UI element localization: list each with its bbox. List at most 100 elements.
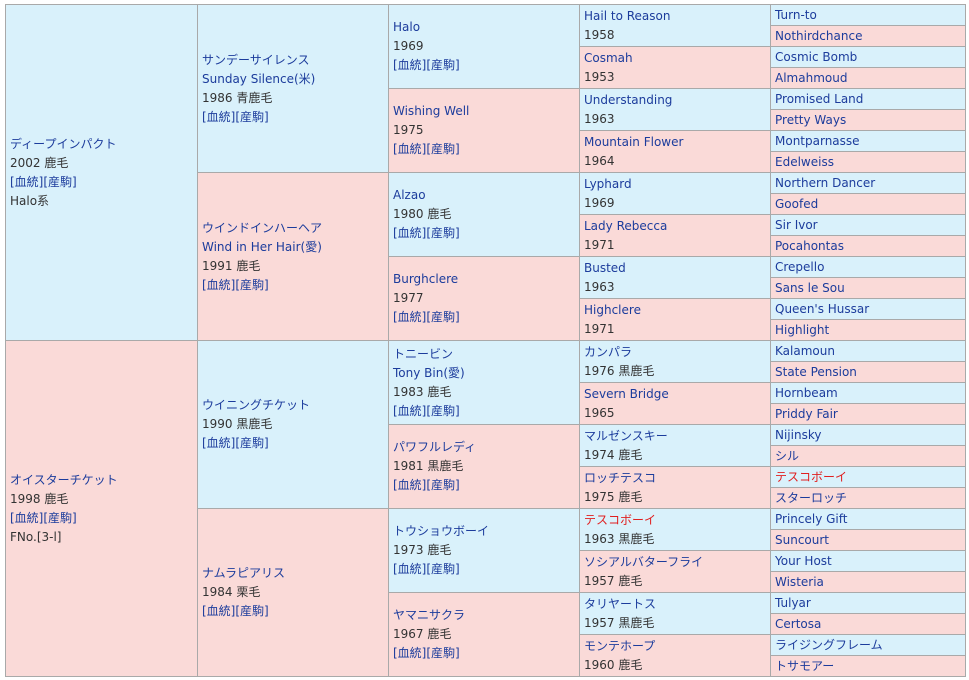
horse-name-link[interactable]: タリヤートス — [584, 596, 657, 611]
horse-name-link[interactable]: Highclere — [584, 302, 641, 317]
farm-link[interactable]: [産駒] — [43, 510, 77, 525]
horse-name-link[interactable]: Cosmic Bomb — [775, 49, 858, 64]
horse-name-link[interactable]: Crepello — [775, 259, 825, 274]
horse-name-link[interactable]: Wishing Well — [393, 104, 470, 118]
farm-link[interactable]: [産駒] — [235, 436, 269, 450]
horse-name-link[interactable]: Almahmoud — [775, 70, 848, 85]
horse-name-link[interactable]: Montparnasse — [775, 133, 860, 148]
horse-name-link[interactable]: オイスターチケット — [10, 472, 118, 487]
horse-name-link[interactable]: Certosa — [775, 616, 822, 631]
blood-link[interactable]: [血統] — [393, 646, 427, 660]
horse-name-link[interactable]: Tulyar — [775, 595, 811, 610]
horse-name-link[interactable]: ディープインパクト — [10, 136, 117, 151]
horse-name-link[interactable]: Burghclere — [393, 272, 459, 286]
horse-name-link[interactable]: ソシアルバターフライ — [584, 554, 704, 569]
horse-name-link[interactable]: Edelweiss — [775, 154, 834, 169]
horse-name-link[interactable]: Goofed — [775, 196, 819, 211]
horse-name-link[interactable]: Sir Ivor — [775, 217, 818, 232]
horse-name-link[interactable]: Understanding — [584, 92, 673, 107]
blood-link[interactable]: [血統] — [393, 142, 427, 156]
horse-name-link[interactable]: テスコボーイ — [775, 469, 848, 484]
g5-cell: Queen's Hussar — [770, 298, 966, 320]
horse-name-link[interactable]: パワフルレディ — [393, 440, 477, 454]
horse-name-link[interactable]: Priddy Fair — [775, 406, 838, 421]
horse-name-link[interactable]: カンパラ — [584, 344, 633, 359]
horse-name-link[interactable]: Cosmah — [584, 50, 633, 65]
horse-name-link[interactable]: Hornbeam — [775, 385, 838, 400]
horse-name-link[interactable]: Pocahontas — [775, 238, 844, 253]
farm-link[interactable]: [産駒] — [426, 310, 460, 324]
horse-name-link[interactable]: テスコボーイ — [584, 512, 657, 527]
horse-name-link[interactable]: Sans le Sou — [775, 280, 845, 295]
farm-link[interactable]: [産駒] — [426, 58, 460, 72]
blood-link[interactable]: [血統] — [393, 310, 427, 324]
horse-name-link[interactable]: Lyphard — [584, 176, 632, 191]
horse-name-link[interactable]: Pretty Ways — [775, 112, 847, 127]
horse-name-link[interactable]: Busted — [584, 260, 626, 275]
horse-name-link[interactable]: トニービン — [393, 346, 454, 361]
blood-link[interactable]: [血統] — [393, 58, 427, 72]
horse-name-link[interactable]: サンデーサイレンス — [202, 52, 310, 67]
farm-link[interactable]: [産駒] — [426, 226, 460, 240]
horse-name-link[interactable]: Highlight — [775, 322, 830, 337]
horse-name-link[interactable]: Severn Bridge — [584, 386, 669, 401]
blood-link[interactable]: [血統] — [202, 436, 236, 450]
farm-link[interactable]: [産駒] — [235, 604, 269, 618]
horse-name-link[interactable]: ライジングフレーム — [775, 637, 883, 652]
horse-name-link[interactable]: Promised Land — [775, 91, 864, 106]
horse-name-link[interactable]: Your Host — [775, 553, 832, 568]
g1-links: [血統][産駒] — [10, 173, 197, 192]
farm-link[interactable]: [産駒] — [235, 277, 269, 292]
horse-name-link[interactable]: マルゼンスキー — [584, 428, 668, 443]
horse-name-link[interactable]: Nothirdchance — [775, 28, 863, 43]
blood-link[interactable]: [血統] — [393, 226, 427, 240]
blood-link[interactable]: [血統] — [202, 604, 236, 618]
horse-name-link[interactable]: Hail to Reason — [584, 8, 671, 23]
horse-name-link[interactable]: Lady Rebecca — [584, 218, 668, 233]
horse-name-link[interactable]: Halo — [393, 20, 421, 34]
horse-name-link[interactable]: State Pension — [775, 364, 857, 379]
horse-name-link[interactable]: Suncourt — [775, 532, 830, 547]
horse-name-link[interactable]: Wisteria — [775, 574, 824, 589]
horse-name-link[interactable]: ナムラピアリス — [202, 566, 286, 580]
horse-name-link[interactable]: Mountain Flower — [584, 134, 684, 149]
g4-cell: Highclere 1971 — [579, 298, 771, 341]
blood-link[interactable]: [血統] — [393, 403, 427, 418]
horse-name-link[interactable]: Princely Gift — [775, 511, 848, 526]
birth-info: 1963 — [584, 279, 615, 294]
blood-link[interactable]: [血統] — [10, 510, 44, 525]
horse-en-name[interactable]: Wind in Her Hair(愛) — [202, 239, 322, 254]
farm-link[interactable]: [産駒] — [426, 403, 460, 418]
horse-name-link[interactable]: Kalamoun — [775, 343, 835, 358]
farm-link[interactable]: [産駒] — [235, 109, 269, 124]
horse-name-link[interactable]: ウイニングチケット — [202, 398, 311, 412]
horse-name-link[interactable]: ヤマニサクラ — [393, 608, 466, 622]
horse-name-link[interactable]: Nijinsky — [775, 427, 822, 442]
g2-links: [血統][産駒] — [202, 602, 388, 621]
blood-link[interactable]: [血統] — [10, 174, 44, 189]
blood-link[interactable]: [血統] — [202, 277, 236, 292]
g3-cell: Alzao 1980 鹿毛 [血統][産駒] — [388, 172, 580, 257]
horse-name-link[interactable]: トサモアー — [775, 658, 835, 673]
farm-link[interactable]: [産駒] — [426, 478, 460, 492]
g4-cell: テスコボーイ 1963 黒鹿毛 — [579, 508, 771, 551]
horse-name-link[interactable]: シル — [775, 448, 800, 463]
blood-link[interactable]: [血統] — [393, 562, 427, 576]
horse-name-link[interactable]: Queen's Hussar — [775, 301, 870, 316]
horse-name-link[interactable]: モンテホープ — [584, 638, 656, 653]
horse-name-link[interactable]: スターロッチ — [775, 490, 848, 505]
farm-link[interactable]: [産駒] — [426, 142, 460, 156]
blood-link[interactable]: [血統] — [393, 478, 427, 492]
horse-en-name[interactable]: Tony Bin(愛) — [393, 365, 465, 380]
horse-name-link[interactable]: Northern Dancer — [775, 175, 876, 190]
horse-name-link[interactable]: トウショウボーイ — [393, 524, 490, 538]
farm-link[interactable]: [産駒] — [43, 174, 77, 189]
horse-name-link[interactable]: Turn-to — [775, 7, 817, 22]
horse-name-link[interactable]: ウインドインハーヘア — [202, 220, 323, 235]
farm-link[interactable]: [産駒] — [426, 562, 460, 576]
horse-name-link[interactable]: Alzao — [393, 188, 426, 202]
farm-link[interactable]: [産駒] — [426, 646, 460, 660]
horse-name-link[interactable]: ロッチテスコ — [584, 470, 657, 485]
horse-en-name[interactable]: Sunday Silence(米) — [202, 71, 316, 86]
blood-link[interactable]: [血統] — [202, 109, 236, 124]
